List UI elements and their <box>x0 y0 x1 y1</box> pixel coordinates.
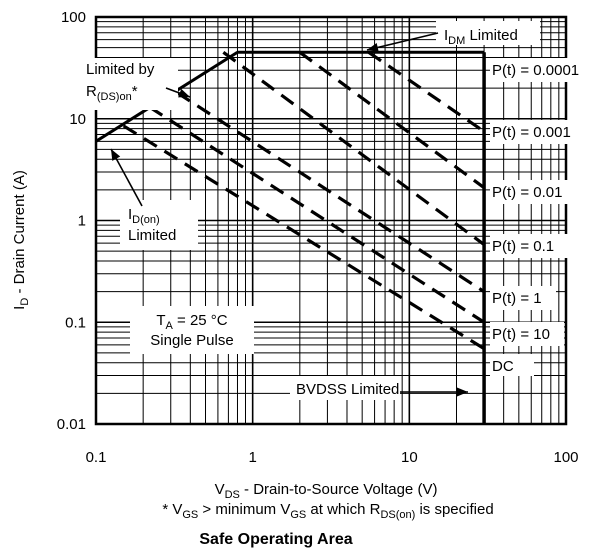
series-lines <box>122 50 486 351</box>
y-tick-label: 100 <box>61 9 86 26</box>
series-line <box>148 105 485 324</box>
series-line <box>298 50 486 190</box>
plot-frame <box>94 15 568 426</box>
idm-arrow <box>366 32 439 51</box>
footnote: * VGS > minimum VGS at which RDS(on) is … <box>162 501 493 521</box>
y-tick-label: 0.01 <box>57 416 86 433</box>
label-box <box>82 58 178 110</box>
idm-limited-label: IDM Limited <box>444 27 518 47</box>
idm-arrow-head <box>367 43 379 52</box>
label-box <box>490 322 564 346</box>
label-box <box>490 180 580 204</box>
idon-limited-label-2: Limited <box>128 227 176 244</box>
label-box <box>290 376 400 400</box>
series-label: P(t) = 0.001 <box>492 124 571 141</box>
bvdss-limited-label: BVDSS Limited <box>296 381 399 398</box>
label-box <box>436 21 540 45</box>
condition-pulse: Single Pulse <box>150 332 233 349</box>
x-tick-label: 100 <box>553 449 578 466</box>
series-label: P(t) = 10 <box>492 326 550 343</box>
chart-title: Safe Operating Area <box>199 531 352 548</box>
x-tick-label: 1 <box>248 449 256 466</box>
label-backgrounds <box>82 21 596 400</box>
y-tick-label: 0.1 <box>65 314 86 331</box>
y-tick-label: 1 <box>78 213 86 230</box>
series-label: P(t) = 0.01 <box>492 184 562 201</box>
label-box <box>490 58 596 82</box>
series-label: P(t) = 0.1 <box>492 238 554 255</box>
y-axis-label: ID - Drain Current (A) <box>11 170 31 310</box>
series-line <box>367 50 485 133</box>
idon-limited-label: ID(on) <box>128 206 160 226</box>
label-box <box>490 120 586 144</box>
x-tick-label: 10 <box>401 449 418 466</box>
rds-limited-label-2: R(DS)on* <box>86 83 138 103</box>
condition-ta: TA = 25 °C <box>156 312 227 332</box>
bvdss-arrow-head <box>457 387 468 397</box>
label-box <box>490 286 556 310</box>
rds-arrow-head <box>178 88 190 98</box>
label-box <box>130 306 254 354</box>
y-tick-label: 10 <box>69 111 86 128</box>
series-line <box>176 91 485 293</box>
series-label: DC <box>492 358 514 375</box>
rds-limited-label: Limited by <box>86 61 155 78</box>
annotations: P(t) = 0.0001 P(t) = 0.001 P(t) = 0.01 P(t)… <box>86 27 579 398</box>
x-axis-label: VDS - Drain-to-Source Voltage (V) <box>215 481 438 501</box>
series-label: P(t) = 1 <box>492 290 542 307</box>
series-line <box>222 50 486 246</box>
series-label: P(t) = 0.0001 <box>492 62 579 79</box>
label-box <box>120 200 198 250</box>
idon-arrow-head <box>111 149 121 161</box>
label-box <box>490 234 570 258</box>
label-box <box>490 354 534 376</box>
x-tick-label: 0.1 <box>86 449 107 466</box>
